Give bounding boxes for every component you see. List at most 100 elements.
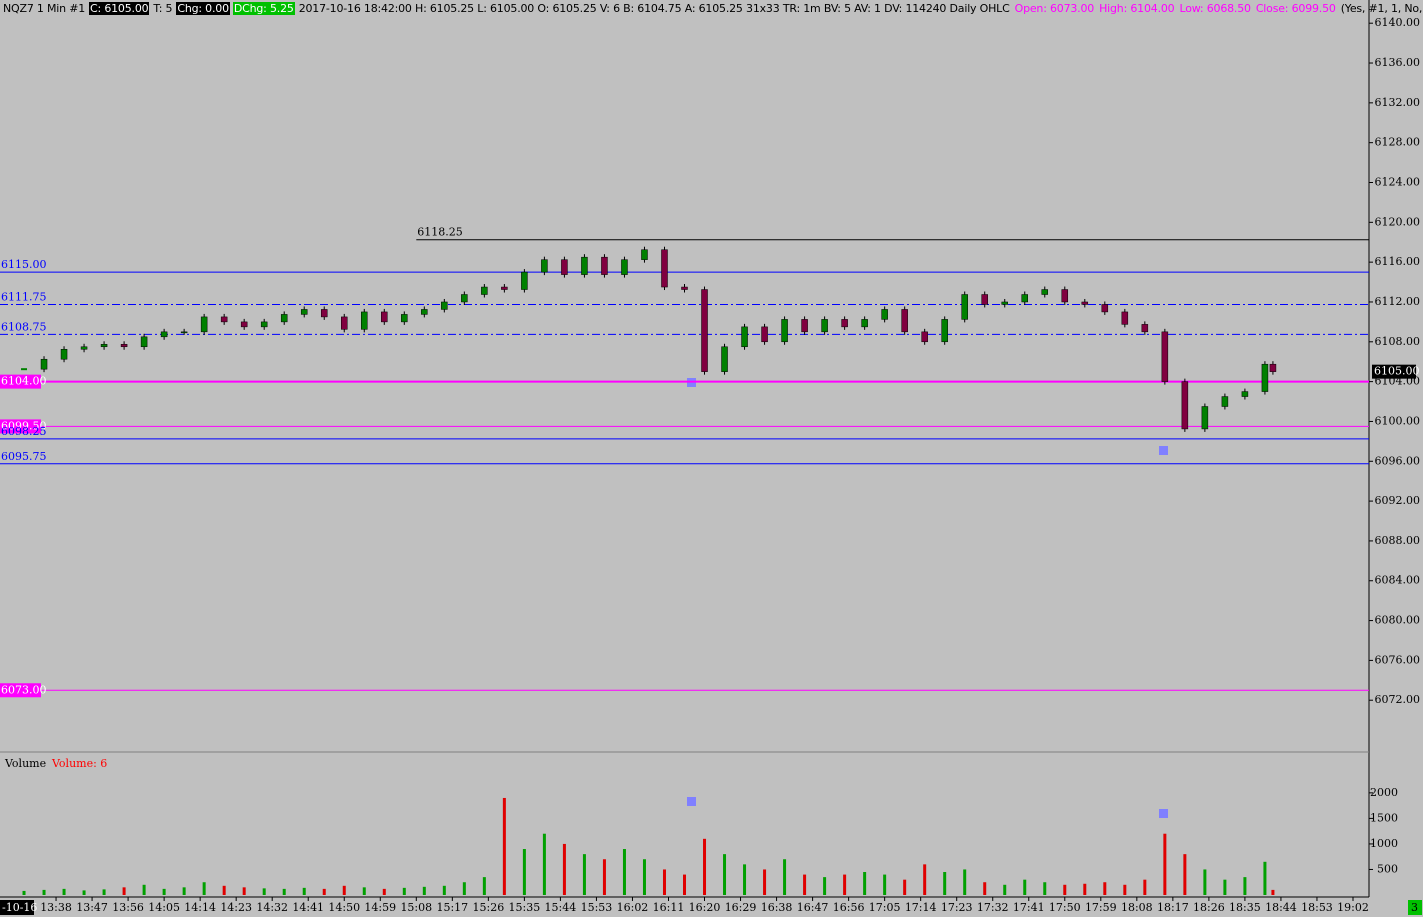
volume-bar bbox=[62, 888, 66, 895]
y-tick-label: 6120.00 bbox=[1375, 215, 1421, 228]
volume-bar bbox=[522, 849, 526, 895]
volume-bar bbox=[923, 864, 927, 895]
candle bbox=[341, 316, 348, 330]
x-tick-label: 17:05 bbox=[869, 901, 901, 914]
x-tick-label: 15:35 bbox=[509, 901, 541, 914]
header: NQZ7 1 Min #1 C: 6105.00 T: 5 Chg: 0.00 DChg… bbox=[2, 2, 1423, 15]
volume-bar bbox=[382, 888, 386, 895]
volume-bar bbox=[322, 888, 326, 895]
signal-marker bbox=[1159, 809, 1168, 818]
volume-bar bbox=[1183, 854, 1187, 895]
x-tick-label: 18:08 bbox=[1121, 901, 1153, 914]
volume-bar bbox=[823, 877, 827, 895]
status-label: 3 bbox=[1411, 901, 1418, 914]
volume-bar bbox=[903, 879, 907, 895]
volume-bar bbox=[1083, 883, 1087, 895]
volume-bar bbox=[1271, 889, 1275, 895]
status-box bbox=[1408, 900, 1422, 915]
volume-bar bbox=[122, 887, 126, 895]
volume-bar bbox=[1203, 869, 1207, 895]
volume-bar bbox=[1263, 861, 1267, 895]
x-tick-label: 19:02 bbox=[1337, 901, 1369, 914]
candle bbox=[1081, 301, 1089, 305]
header-item: Close: 6099.50 bbox=[1255, 2, 1336, 15]
volume-bar bbox=[1163, 833, 1167, 895]
volume-bar bbox=[803, 874, 807, 895]
header-item: High: 6104.00 bbox=[1099, 2, 1175, 15]
candle bbox=[461, 294, 468, 303]
y-tick-label: 6100.00 bbox=[1375, 414, 1421, 427]
volume-bar bbox=[1003, 884, 1007, 895]
candle bbox=[1061, 289, 1069, 303]
volume-bar bbox=[1123, 884, 1127, 895]
volume-bar bbox=[162, 888, 166, 895]
date-box bbox=[0, 900, 34, 915]
candle bbox=[781, 319, 788, 343]
volume-bar bbox=[502, 797, 506, 895]
y-tick-label: 6112.00 bbox=[1375, 295, 1421, 308]
candle bbox=[501, 286, 508, 290]
last-price-label: 6105.00 bbox=[1374, 365, 1420, 378]
volume-bar bbox=[763, 869, 767, 895]
candle bbox=[1181, 381, 1189, 430]
candle bbox=[381, 311, 388, 323]
x-tick-label: 14:50 bbox=[328, 901, 360, 914]
candle bbox=[901, 309, 908, 333]
candle bbox=[1001, 301, 1008, 305]
x-tick-label: 17:59 bbox=[1085, 901, 1117, 914]
candle bbox=[1241, 391, 1249, 397]
volume-bar bbox=[542, 833, 546, 895]
header-item: T: 5 bbox=[153, 2, 173, 15]
volume-title: Volume bbox=[4, 757, 46, 770]
candle bbox=[160, 331, 168, 338]
volume-bar bbox=[202, 882, 206, 895]
candle bbox=[40, 358, 48, 370]
level-label: 6095.75 bbox=[1, 450, 47, 463]
volume-bar bbox=[242, 887, 246, 895]
volume-bar bbox=[402, 887, 406, 895]
volume-bar bbox=[22, 890, 26, 895]
candle bbox=[300, 309, 308, 315]
volume-bar bbox=[582, 854, 586, 895]
volume-bar bbox=[883, 874, 887, 895]
candle bbox=[200, 316, 208, 333]
header-item: DChg: 5.25 bbox=[232, 2, 295, 15]
level-label: 6098.25 bbox=[1, 425, 47, 438]
x-tick-label: 17:32 bbox=[977, 901, 1009, 914]
volume-bar bbox=[102, 889, 106, 895]
header-item: NQZ7 1 Min #1 bbox=[3, 2, 86, 15]
candle bbox=[100, 344, 108, 348]
header-item: 2017-10-16 18:42:00 H: 6105.25 L: 6105.0… bbox=[298, 2, 1010, 15]
date-label: -10-16 bbox=[2, 901, 37, 914]
candle bbox=[721, 346, 728, 372]
y-tick-label: 6076.00 bbox=[1375, 653, 1421, 666]
y-tick-label: 6136.00 bbox=[1375, 56, 1421, 69]
volume-bar bbox=[723, 854, 727, 895]
header-item: Open: 6073.00 bbox=[1014, 2, 1095, 15]
candle bbox=[861, 319, 868, 328]
x-tick-label: 13:47 bbox=[76, 901, 108, 914]
y-tick-label: 6096.00 bbox=[1375, 454, 1421, 467]
candle bbox=[320, 309, 328, 318]
candle bbox=[981, 294, 988, 305]
candle bbox=[401, 314, 408, 323]
volume-bar bbox=[362, 887, 366, 895]
x-tick-label: 15:26 bbox=[473, 901, 505, 914]
volume-bar bbox=[482, 877, 486, 895]
volume-bar bbox=[943, 872, 947, 895]
candle bbox=[621, 259, 628, 275]
candle bbox=[1041, 289, 1049, 295]
y-tick-label: 6140.00 bbox=[1375, 16, 1421, 29]
x-tick-label: 16:56 bbox=[833, 901, 865, 914]
candle bbox=[60, 349, 68, 360]
volume-bar bbox=[683, 874, 686, 895]
level-label: 6073.00 bbox=[1, 683, 47, 696]
candle bbox=[741, 326, 748, 348]
x-tick-label: 18:26 bbox=[1193, 901, 1225, 914]
x-tick-label: 14:41 bbox=[292, 901, 324, 914]
header-item: (Yes, #1, 1, No, No, bbox=[1340, 2, 1423, 15]
volume-bar bbox=[1103, 882, 1107, 895]
level-label: 6118.25 bbox=[417, 226, 463, 239]
y-tick-label: 6080.00 bbox=[1375, 614, 1421, 627]
